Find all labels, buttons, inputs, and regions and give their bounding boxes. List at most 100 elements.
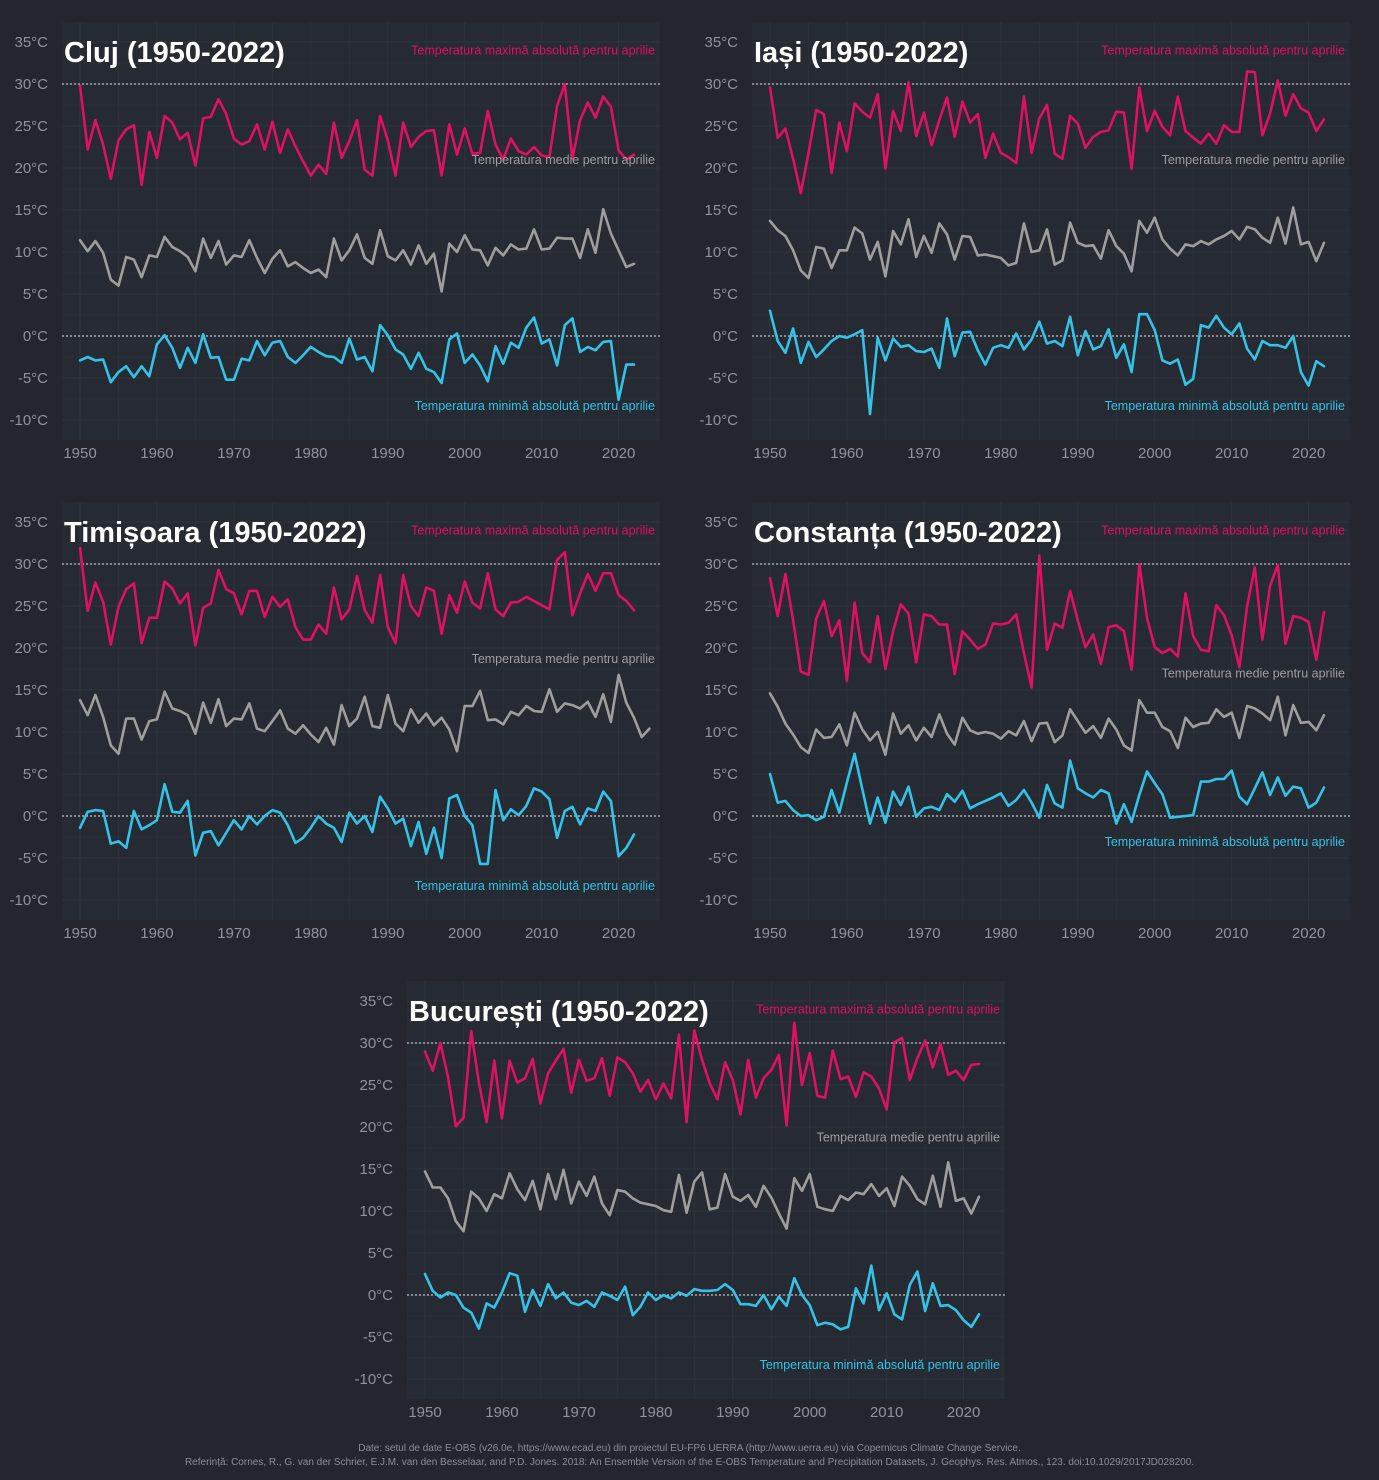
y-tick-label: 20°C <box>359 1119 393 1136</box>
series-label-min: Temperatura minimă absolută pentru april… <box>1105 399 1345 413</box>
y-tick-label: -10°C <box>354 1371 393 1388</box>
y-tick-label: -5°C <box>18 850 48 867</box>
x-tick-label: 2020 <box>947 1404 980 1421</box>
y-tick-label: 5°C <box>368 1245 393 1262</box>
series-label-min: Temperatura minimă absolută pentru april… <box>1105 835 1345 849</box>
series-label-max: Temperatura maximă absolută pentru april… <box>411 524 655 538</box>
y-tick-label: 30°C <box>704 556 738 573</box>
series-label-min: Temperatura minimă absolută pentru april… <box>760 1358 1000 1372</box>
chart-timisoara: -10°C -5°C 0°C 5°C 10°C 15°C 20°C 25°C 30°C 35°C 1… <box>9 502 660 942</box>
y-tick-label: 10°C <box>359 1203 393 1220</box>
y-tick-label: -5°C <box>708 850 738 867</box>
chart-title: București (1950-2022) <box>409 996 709 1028</box>
series-label-max: Temperatura maximă absolută pentru april… <box>756 1003 1000 1017</box>
series-label-min: Temperatura minimă absolută pentru april… <box>415 399 655 413</box>
y-tick-label: 25°C <box>14 118 48 135</box>
y-tick-label: 25°C <box>704 598 738 615</box>
x-tick-label: 1980 <box>984 925 1017 942</box>
chart-bucuresti: -10°C -5°C 0°C 5°C 10°C 15°C 20°C 25°C 30°C 35°C 1… <box>354 981 1005 1421</box>
y-tick-label: 15°C <box>359 1161 393 1178</box>
y-tick-label: 20°C <box>14 160 48 177</box>
series-line-max <box>423 1021 981 1128</box>
y-tick-label: 25°C <box>14 598 48 615</box>
x-tick-label: 2010 <box>870 1404 903 1421</box>
footer-source: Date: setul de date E-OBS (v26.0e, https… <box>358 1443 1021 1454</box>
series-line-min <box>768 752 1326 825</box>
y-tick-label: 30°C <box>359 1035 393 1052</box>
x-tick-label: 2010 <box>1215 925 1248 942</box>
y-tick-label: 30°C <box>704 76 738 93</box>
y-tick-label: 5°C <box>713 766 738 783</box>
y-tick-label: 20°C <box>14 640 48 657</box>
y-tick-label: -10°C <box>9 892 48 909</box>
y-tick-label: -10°C <box>699 892 738 909</box>
chart-stage: -10°C -5°C 0°C 5°C 10°C 15°C 20°C 25°C 30°C 35°C 1… <box>9 22 1350 1421</box>
x-tick-label: 1960 <box>140 925 173 942</box>
y-tick-label: 0°C <box>23 808 48 825</box>
y-tick-label: 25°C <box>359 1077 393 1094</box>
y-tick-label: 15°C <box>14 202 48 219</box>
x-tick-label: 1970 <box>562 1404 595 1421</box>
series-label-mean: Temperatura medie pentru aprilie <box>472 153 655 167</box>
x-tick-label: 1980 <box>639 1404 672 1421</box>
y-tick-label: -5°C <box>708 370 738 387</box>
x-tick-label: 1990 <box>371 925 404 942</box>
y-tick-label: 0°C <box>713 328 738 345</box>
series-label-mean: Temperatura medie pentru aprilie <box>1162 666 1345 680</box>
x-tick-label: 2010 <box>525 925 558 942</box>
chart-constanta: -10°C -5°C 0°C 5°C 10°C 15°C 20°C 25°C 30°C 35°C 1… <box>699 502 1350 942</box>
y-tick-label: 25°C <box>704 118 738 135</box>
series-line-min <box>423 1264 981 1331</box>
y-tick-label: 10°C <box>14 244 48 261</box>
series-line-max <box>78 546 636 647</box>
x-tick-label: 2000 <box>448 925 481 942</box>
x-tick-label: 2000 <box>448 445 481 462</box>
x-tick-label: 1970 <box>217 445 250 462</box>
x-tick-label: 1980 <box>984 445 1017 462</box>
series-line-mean <box>78 207 636 293</box>
series-line-max <box>768 554 1326 689</box>
y-tick-label: 15°C <box>704 682 738 699</box>
series-line-min <box>78 316 636 402</box>
series-label-max: Temperatura maximă absolută pentru april… <box>1101 524 1345 538</box>
x-tick-label: 1960 <box>485 1404 518 1421</box>
series-label-max: Temperatura maximă absolută pentru april… <box>1101 44 1345 58</box>
y-tick-label: 5°C <box>713 286 738 303</box>
series-label-mean: Temperatura medie pentru aprilie <box>472 652 655 666</box>
x-tick-label: 2020 <box>1292 925 1325 942</box>
footer: Date: setul de date E-OBS (v26.0e, https… <box>0 1442 1379 1470</box>
x-tick-label: 2020 <box>602 925 635 942</box>
y-tick-label: -10°C <box>699 412 738 429</box>
x-tick-label: 2000 <box>1138 925 1171 942</box>
series-line-mean <box>78 673 651 756</box>
y-tick-label: 10°C <box>704 724 738 741</box>
x-tick-label: 1980 <box>294 445 327 462</box>
chart-title: Constanța (1950-2022) <box>754 517 1062 549</box>
x-tick-label: 1980 <box>294 925 327 942</box>
x-tick-label: 1990 <box>1061 925 1094 942</box>
chart-title: Timișoara (1950-2022) <box>64 517 367 549</box>
y-tick-label: 15°C <box>704 202 738 219</box>
series-label-mean: Temperatura medie pentru aprilie <box>1162 153 1345 167</box>
y-tick-label: 5°C <box>23 766 48 783</box>
x-tick-label: 1960 <box>830 445 863 462</box>
series-line-min <box>78 782 636 866</box>
series-line-mean <box>768 692 1326 757</box>
x-tick-label: 1990 <box>716 1404 749 1421</box>
y-tick-label: 0°C <box>713 808 738 825</box>
x-tick-label: 2000 <box>793 1404 826 1421</box>
footer-reference: Referință: Cornes, R., G. van der Schrie… <box>184 1457 1195 1468</box>
series-line-max <box>78 82 636 187</box>
x-tick-label: 1970 <box>907 445 940 462</box>
y-tick-label: 30°C <box>14 556 48 573</box>
series-line-mean <box>423 1161 981 1233</box>
x-tick-label: 1950 <box>753 445 786 462</box>
chart-title: Cluj (1950-2022) <box>64 37 285 69</box>
x-tick-label: 1950 <box>63 445 96 462</box>
x-tick-label: 2020 <box>1292 445 1325 462</box>
x-tick-label: 1990 <box>1061 445 1094 462</box>
y-tick-label: 35°C <box>14 514 48 531</box>
y-tick-label: 35°C <box>704 34 738 51</box>
y-tick-label: -5°C <box>18 370 48 387</box>
chart-title: Iași (1950-2022) <box>754 37 968 69</box>
